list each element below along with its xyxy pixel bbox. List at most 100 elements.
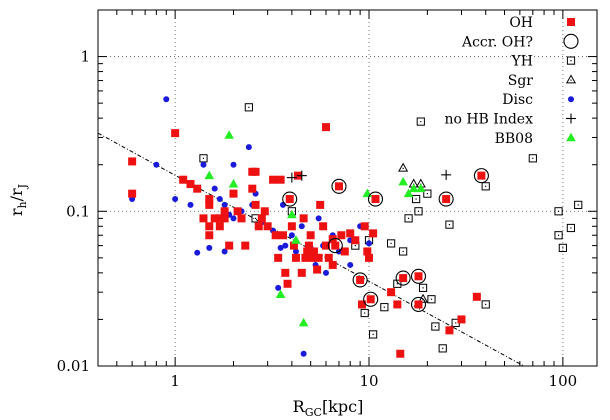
point-disc [163, 96, 170, 103]
point-oh [254, 222, 263, 231]
point-bb08 [403, 188, 414, 198]
point-yh-dot [562, 247, 564, 249]
point-oh [314, 253, 323, 262]
point-oh [387, 288, 396, 297]
point-yh-outline [566, 223, 575, 233]
point-yh-outline [481, 300, 490, 309]
point-disc [216, 196, 223, 203]
point-oh [442, 195, 451, 204]
point-oh [309, 247, 318, 256]
point-bb08 [287, 209, 297, 219]
point-no-hb-index [441, 169, 452, 180]
point-bb08 [415, 183, 426, 193]
point-sgr-outline [417, 293, 429, 303]
point-disc [347, 261, 354, 268]
point-yh-dot [396, 283, 398, 285]
y-axis-label-sub1: h [16, 201, 29, 208]
legend-marker-yh [566, 56, 576, 65]
point-accr-oh [327, 238, 343, 254]
point-yh-dot [557, 210, 560, 212]
point-disc [230, 161, 237, 168]
point-yh-dot [448, 224, 451, 226]
point-oh [346, 229, 355, 238]
x-tick-label: 1 [170, 372, 180, 390]
point-disc [221, 201, 228, 208]
point-yh-outline [412, 194, 421, 204]
point-yh-dot [557, 234, 560, 236]
point-yh [554, 231, 563, 240]
point-oh [229, 189, 238, 198]
point-disc [200, 161, 207, 168]
point-oh [414, 272, 423, 281]
point-oh [128, 189, 137, 198]
point-oh [334, 182, 343, 191]
axis-ticks: 1 10 100 0.01 0.1 1 [57, 10, 597, 390]
point-oh [186, 180, 195, 189]
x-tick-label: 100 [549, 372, 578, 390]
point-yh-outline [554, 231, 563, 240]
point-yh-outline [393, 279, 402, 288]
point-oh [269, 175, 278, 184]
point-oh [205, 222, 214, 231]
point-oh [274, 253, 283, 262]
point-accr-oh [473, 168, 489, 184]
legend-marker-oh [567, 18, 575, 26]
point-yh-dot [417, 210, 420, 212]
point-disc [172, 196, 179, 203]
legend-marker-accr-oh [563, 33, 579, 49]
data-points [128, 96, 583, 358]
point-yh-dot [422, 287, 424, 289]
point-disc [366, 240, 373, 247]
series-yh [199, 103, 583, 353]
point-accr-oh [331, 178, 347, 194]
point-yh-outline [427, 295, 436, 304]
point-yh [445, 220, 454, 229]
point-oh [271, 231, 280, 240]
point-yh [380, 303, 389, 312]
point-oh [233, 207, 242, 216]
y-tick-label: 1 [80, 48, 90, 66]
point-disc [288, 232, 295, 239]
point-accr-oh [282, 191, 298, 207]
point-oh [304, 241, 313, 250]
point-disc [194, 249, 201, 256]
point-oh [331, 241, 340, 250]
y-axis-label-main: r [7, 208, 26, 216]
point-yh-dot [383, 306, 385, 308]
point-oh [237, 214, 246, 223]
point-yh-outline [418, 283, 428, 292]
x-axis-label-sub: GC [305, 406, 322, 419]
point-bb08 [408, 183, 419, 193]
point-yh [528, 154, 537, 163]
point-oh [215, 214, 224, 223]
point-oh [251, 167, 260, 176]
x-axis-label-main: R [293, 397, 306, 416]
point-oh [324, 253, 333, 262]
point-yh-dot [455, 322, 457, 324]
point-oh [205, 195, 214, 204]
point-yh-dot [426, 193, 428, 195]
point-yh-outline [416, 117, 425, 126]
point-yh [574, 200, 583, 209]
point-yh-outline [369, 330, 378, 339]
point-oh [356, 275, 365, 284]
point-oh [363, 247, 372, 256]
point-oh [285, 195, 294, 204]
point-yh-dot [407, 217, 410, 219]
series-bb08 [204, 130, 426, 327]
point-accr-oh [438, 191, 454, 207]
point-yh [431, 322, 440, 331]
legend-label-disc: Disc [502, 92, 533, 108]
point-yh [369, 330, 378, 339]
point-yh-dot [372, 333, 374, 336]
point-yh-outline [438, 344, 447, 353]
point-yh [199, 154, 208, 163]
point-disc [153, 161, 160, 168]
point-oh [263, 222, 272, 231]
series-oh [128, 123, 486, 358]
point-bb08 [224, 130, 234, 139]
point-oh [366, 295, 375, 304]
point-sgr-outline [398, 162, 409, 172]
point-disc [315, 215, 322, 222]
point-oh [193, 184, 202, 193]
